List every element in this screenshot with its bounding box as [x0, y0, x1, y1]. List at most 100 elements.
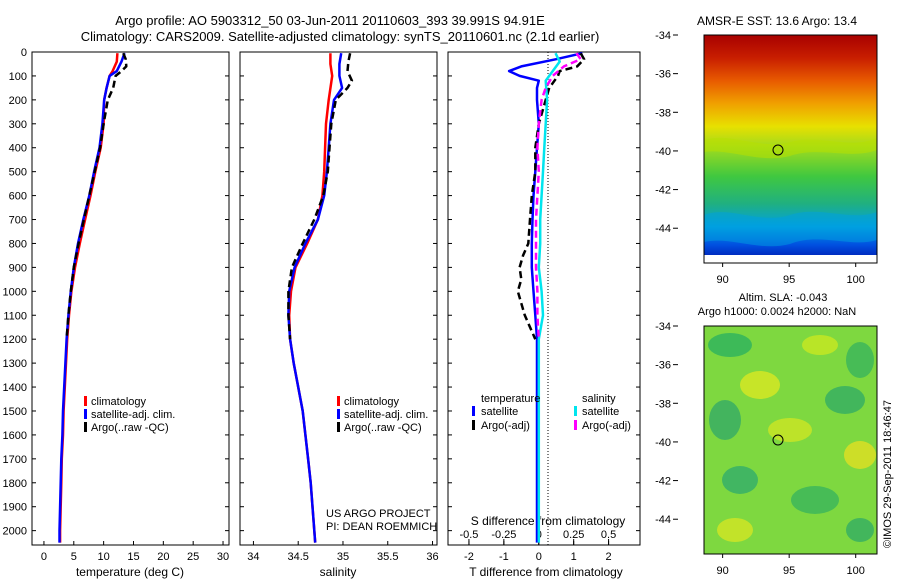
depth-tick-label: 400: [9, 143, 27, 155]
map-lon-tick-label: 95: [783, 565, 795, 577]
sla-blob: [846, 342, 874, 378]
map-lat-tick-label: -42: [655, 185, 671, 197]
sla-map-title-1: Altim. SLA: -0.043: [739, 292, 828, 304]
x-tick-label: -2: [464, 551, 474, 563]
depth-tick-label: 2000: [3, 526, 27, 538]
sst-map: [703, 34, 878, 264]
sla-blob: [768, 418, 812, 442]
map-lat-tick-label: -44: [655, 514, 671, 526]
difference-legend: temperature salinity satellite Argo(-adj…: [472, 393, 631, 432]
legend-label: climatology: [91, 396, 147, 408]
depth-tick-label: 1800: [3, 478, 27, 490]
depth-tick-label: 800: [9, 238, 27, 250]
legend-label: satellite-adj. clim.: [91, 409, 175, 421]
x-tick-label: 20: [157, 551, 169, 563]
map-lat-tick-label: -42: [655, 476, 671, 488]
sla-blob: [846, 518, 874, 542]
depth-tick-label: 300: [9, 119, 27, 131]
depth-tick-label: 700: [9, 215, 27, 227]
x-tick-labels: 0 5 10 15 20 25 30 34 34.5 35 35.5 36 -2 -1 0 1 2 -0.5 -0.…: [41, 529, 616, 563]
legend-swatch-argo: [337, 422, 340, 432]
map-lat-tick-label: -40: [655, 146, 671, 158]
depth-tick-label: 0: [21, 47, 27, 59]
map-lon-tick-label: 95: [783, 274, 795, 286]
series-line-satellite-temperature-: [507, 52, 583, 543]
sla-blob: [825, 386, 865, 414]
top-tick-label: 0.25: [563, 529, 584, 541]
temperature-legend: climatology satellite-adj. clim. Argo(..…: [84, 396, 175, 434]
depth-tick-label: 1100: [3, 310, 27, 322]
legend-swatch-climatology: [84, 396, 87, 406]
depth-tick-label: 1300: [3, 358, 27, 370]
legend-label: Argo(-adj): [582, 420, 631, 432]
series-layer: [58, 52, 586, 543]
legend-title-salinity: salinity: [582, 393, 616, 405]
sst-map-frame: [703, 34, 878, 264]
top-tick-label: -0.25: [491, 529, 516, 541]
map-lat-tick-label: -36: [655, 360, 671, 372]
argo-float-marker: [772, 144, 784, 156]
depth-tick-labels: 0 100 200 300 400 500 600 700 800 900 1000 1100 1200…: [3, 47, 640, 538]
title-line-1: Argo profile: AO 5903312_50 03-Jun-2011 …: [115, 13, 545, 28]
x-tick-label: 25: [187, 551, 199, 563]
series-line-argo-raw-qc-: [287, 52, 354, 340]
depth-tick-label: 1700: [3, 454, 27, 466]
title-line-2: Climatology: CARS2009. Satellite-adjuste…: [81, 29, 600, 44]
x-tick-label: 5: [71, 551, 77, 563]
depth-tick-label: 1500: [3, 406, 27, 418]
chart-2-series: [507, 52, 586, 543]
x-tick-label: 36: [426, 551, 438, 563]
depth-tick-label: 1400: [3, 382, 27, 394]
salinity-legend: climatology satellite-adj. clim. Argo(..…: [337, 396, 428, 434]
legend-label: satellite: [582, 406, 619, 418]
series-line-climatology: [58, 53, 119, 543]
chart-3-series: [534, 52, 582, 543]
depth-tick-label: 1000: [3, 286, 27, 298]
sla-map-title-2: Argo h1000: 0.0024 h2000: NaN: [698, 306, 856, 318]
depth-tick-label: 200: [9, 95, 27, 107]
x-tick-label: 0: [41, 551, 47, 563]
depth-tick-label: 1900: [3, 502, 27, 514]
temperature-xlabel: temperature (deg C): [76, 565, 184, 579]
credit-line-2: PI: DEAN ROEMMICH: [326, 521, 437, 533]
depth-tick-label: 1600: [3, 430, 27, 442]
x-tick-label: 35.5: [377, 551, 398, 563]
series-line-satellite-salinity-: [537, 52, 561, 543]
legend-swatch-argo: [84, 422, 87, 432]
sla-blob: [740, 371, 780, 399]
temperature-axes: [31, 51, 230, 546]
legend-label: satellite: [481, 406, 518, 418]
legend-label: Argo(..raw -QC): [344, 422, 422, 434]
sla-map-ticks: -34 -36 -38 -40 -42 -44 90 95 100: [655, 321, 865, 577]
x-tick-label: 30: [217, 551, 229, 563]
sla-blob: [722, 466, 758, 494]
series-line-satellite-adj-clim-: [287, 52, 344, 543]
x-tick-label: -1: [499, 551, 509, 563]
map-lat-tick-label: -40: [655, 437, 671, 449]
top-tick-label: 0.5: [601, 529, 616, 541]
top-tick-label: -0.5: [459, 529, 478, 541]
map-lat-tick-label: -36: [655, 69, 671, 81]
sst-cold-band: [704, 211, 877, 247]
sla-map: [703, 325, 878, 555]
difference-xlabel: T difference from climatology: [469, 565, 623, 579]
legend-swatch-s-argo: [574, 420, 577, 430]
legend-swatch-climatology: [337, 396, 340, 406]
x-tick-label: 10: [98, 551, 110, 563]
legend-swatch-satellite: [337, 409, 340, 419]
legend-label: climatology: [344, 396, 400, 408]
sla-blob: [844, 441, 876, 469]
series-line-climatology: [287, 53, 334, 543]
legend-swatch-satellite: [84, 409, 87, 419]
x-tick-label: 1: [571, 551, 577, 563]
legend-swatch-t-argo: [472, 420, 475, 430]
legend-swatch-t-satellite: [472, 406, 475, 416]
map-lon-tick-label: 100: [847, 565, 865, 577]
x-tick-label: 2: [606, 551, 612, 563]
map-lon-tick-label: 100: [847, 274, 865, 286]
x-tick-label: 15: [127, 551, 139, 563]
difference-axes: [447, 51, 641, 546]
sla-blob: [708, 333, 752, 357]
series-line-argo-raw-qc-: [65, 52, 128, 340]
